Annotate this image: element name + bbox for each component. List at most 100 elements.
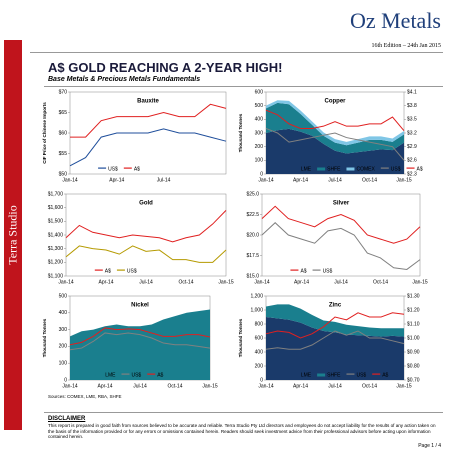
line [265,109,405,132]
line [265,312,405,339]
legend-label: LME [301,372,312,378]
subheadline: Base Metals & Precious Metals Fundamenta… [48,76,201,83]
area [266,102,404,154]
y-tick-label: 400 [255,117,264,123]
legend-label: LME [105,372,116,378]
legend-swatch [147,373,156,375]
divider [30,52,443,53]
line [261,205,421,244]
chart: 0 200 400 600 800 1,000 1,200 $0.70 $0.80 $0.90 $1… [238,293,420,389]
y-tick-label: $1,400 [48,232,64,238]
y-tick-label: $1,700 [48,191,64,197]
line [265,127,405,161]
x-tick-label: Jan-15 [396,177,412,183]
x-tick-label: Jul-14 [334,279,348,285]
x-tick-label: Apr-14 [97,383,112,389]
y2-tick-label: $1.20 [407,307,420,313]
legend-swatch [98,167,107,169]
legend-swatch [312,269,321,271]
y-axis-title: Thousand Tonnes [42,318,47,357]
y-tick-label: $1,200 [48,260,64,266]
chart-title: Zinc [329,303,342,309]
x-tick-label: Jan-14 [258,177,274,183]
y-tick-label: 500 [59,293,68,299]
y-tick-label: 400 [255,349,264,355]
line [265,330,405,350]
y-tick-label: $1,100 [48,273,64,279]
y-tick-label: $25.0 [246,191,259,197]
y-tick-label: 600 [255,335,264,341]
legend-label: A$ [382,372,388,378]
x-tick-label: Jan-15 [412,279,428,285]
x-tick-label: Oct-14 [178,279,193,285]
x-tick-label: Jan-15 [202,383,218,389]
page-number: Page 1 / 4 [418,443,441,449]
line [65,245,227,263]
y-tick-label: 100 [59,361,68,367]
chart: 0 100 200 300 400 500 Jan-14 Apr-14 Jul-14 Oct-14… [42,293,218,389]
line [69,332,211,351]
y-tick-label: 100 [255,158,264,164]
legend-swatch [290,373,299,377]
y-axis-title: Thousand Tonnes [238,113,243,152]
legend-swatch [123,167,132,169]
sources: Sources: COMEX, LME, RBA, SHFE [48,394,122,399]
y-tick-label: 1,000 [250,307,263,313]
y-tick-label: 600 [255,89,264,95]
y2-tick-label: $3.8 [407,103,417,109]
y-tick-label: 0 [260,377,263,383]
y2-tick-label: $3.2 [407,130,417,136]
chart: 0 100 200 300 400 500 600 $2.3 $2.6 $2.9 $3.2 $3.5 $… [238,89,423,183]
y2-tick-label: $1.00 [407,335,420,341]
x-tick-label: Oct-14 [362,383,377,389]
legend-label: US$ [391,166,401,172]
y-tick-label: $65 [59,110,68,116]
legend-label: LME [301,166,312,172]
y-tick-label: $50 [59,171,68,177]
legend-label: US$ [131,372,141,378]
x-tick-label: Apr-14 [294,279,309,285]
x-tick-label: Oct-14 [362,177,377,183]
y2-tick-label: $1.10 [407,321,420,327]
y-tick-label: $17.5 [246,253,259,259]
line [65,210,227,243]
y2-tick-label: $2.3 [407,171,417,177]
x-tick-label: Apr-14 [293,383,308,389]
x-tick-label: Jan-15 [218,279,234,285]
y-tick-label: 200 [255,363,264,369]
chart-title: Copper [325,99,347,105]
y-tick-label: $15.0 [246,273,259,279]
legend-swatch [317,167,326,171]
y-tick-label: 300 [59,327,68,333]
chart-title: Gold [139,201,153,207]
x-tick-label: Jan-14 [62,383,78,389]
y-axis-title: CIF Price of Chinese Imports [42,102,47,164]
legend-swatch [121,373,130,375]
chart: $15.0 $17.5 $20.0 $22.5 $25.0 Jan-14 Apr-14 Jul… [246,191,428,285]
y-axis-title: Thousand Tonnes [238,318,243,357]
legend-swatch [290,269,299,271]
y-tick-label: 0 [64,377,67,383]
x-tick-label: Jul-14 [328,177,342,183]
legend-label: A$ [417,166,423,172]
x-tick-label: Apr-14 [109,177,124,183]
legend-swatch [317,373,326,377]
legend-swatch [372,373,381,375]
disclaimer-text: This report is prepared in good faith fr… [48,423,436,439]
y-tick-label: $55 [59,151,68,157]
legend-swatch [346,373,355,375]
y2-tick-label: $0.80 [407,363,420,369]
area [266,317,404,380]
legend-label: A$ [105,268,111,274]
sidebar: Terra Studio [4,40,22,430]
y-tick-label: $20.0 [246,232,259,238]
legend-label: SHFE [327,166,341,172]
y-tick-label: 800 [255,321,264,327]
y2-tick-label: $0.90 [407,349,420,355]
chart: $50 $55 $60 $65 $70 Jan-14 Apr-14 Jul-14 Bauxite… [42,89,227,183]
x-tick-label: Jul-14 [157,177,171,183]
y2-tick-label: $0.70 [407,377,420,383]
area [70,309,210,380]
sidebar-text: Terra Studio [5,205,20,265]
